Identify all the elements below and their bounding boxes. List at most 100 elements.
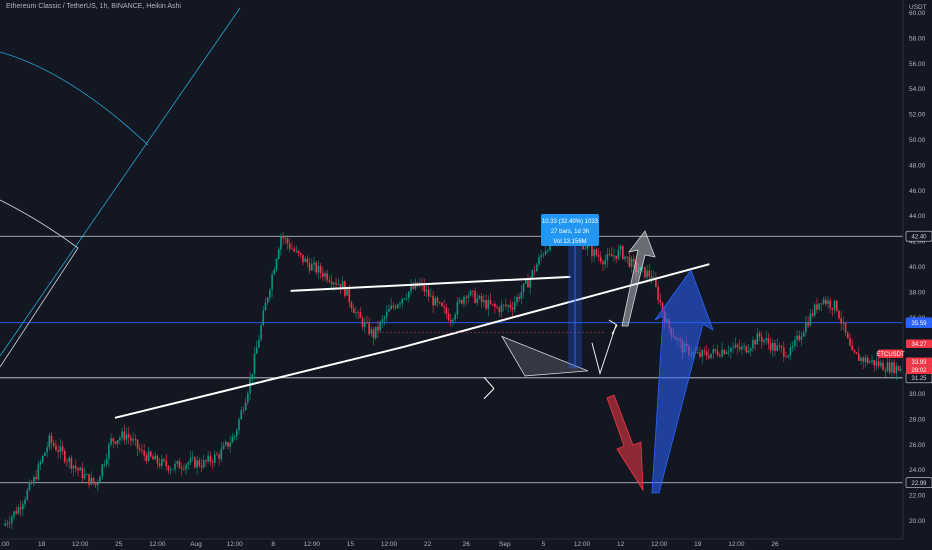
y-tick-label: 40.00 bbox=[909, 264, 926, 271]
candle-body bbox=[361, 318, 364, 327]
trendline-rising[interactable] bbox=[114, 345, 405, 419]
candle-body bbox=[871, 360, 873, 362]
candle-body bbox=[438, 302, 441, 304]
candle-body bbox=[110, 438, 112, 445]
candle-body bbox=[52, 442, 55, 446]
candle-body bbox=[266, 297, 269, 303]
candle-body bbox=[749, 348, 752, 351]
candle-body bbox=[134, 439, 137, 441]
candle-body bbox=[447, 313, 450, 321]
candle-body bbox=[6, 523, 9, 525]
candle-body bbox=[500, 305, 503, 313]
candle-body bbox=[544, 250, 547, 255]
candle-body bbox=[531, 270, 534, 278]
candle-body bbox=[339, 284, 342, 289]
x-tick-label: Sep bbox=[499, 541, 511, 548]
candle-body bbox=[774, 342, 776, 351]
price-badge-label: ETCUSDT bbox=[876, 352, 905, 358]
y-tick-label: 30.00 bbox=[909, 391, 926, 398]
candle-body bbox=[180, 468, 183, 470]
candle-body bbox=[322, 272, 324, 277]
candle-body bbox=[24, 499, 26, 505]
candle-body bbox=[489, 300, 492, 304]
candle-body bbox=[610, 254, 613, 257]
candle-body bbox=[701, 350, 704, 357]
trendline-flat[interactable] bbox=[290, 275, 571, 292]
gann-line[interactable] bbox=[0, 7, 241, 357]
candle-body bbox=[355, 312, 357, 314]
candle-body bbox=[780, 345, 783, 348]
candle-body bbox=[599, 256, 602, 262]
candle-body bbox=[743, 346, 745, 348]
candle-body bbox=[366, 322, 368, 323]
candle-body bbox=[295, 250, 298, 252]
candle-body bbox=[443, 306, 445, 308]
candle-body bbox=[357, 312, 359, 314]
candle-body bbox=[520, 292, 523, 299]
candle-body bbox=[97, 481, 99, 486]
candle-body bbox=[308, 263, 311, 271]
forecast-arrow-down[interactable] bbox=[606, 394, 644, 492]
candle-body bbox=[478, 296, 481, 299]
candle-body bbox=[337, 284, 340, 285]
candle-body bbox=[516, 296, 518, 303]
candle-body bbox=[798, 335, 801, 340]
candle-body bbox=[399, 303, 401, 305]
candle-body bbox=[306, 258, 309, 264]
candle-body bbox=[476, 298, 479, 303]
gann-line-inner[interactable] bbox=[0, 247, 79, 368]
candle-body bbox=[811, 313, 814, 316]
x-tick-label: 19 bbox=[694, 541, 702, 548]
y-tick-label: 20.00 bbox=[909, 518, 926, 525]
candle-body bbox=[240, 410, 243, 420]
candle-body bbox=[187, 462, 190, 465]
candle-body bbox=[377, 326, 379, 331]
fib-arc-outer[interactable] bbox=[0, 51, 149, 146]
candle-body bbox=[194, 457, 196, 468]
candle-body bbox=[410, 286, 412, 292]
candle-body bbox=[26, 490, 29, 500]
candle-body bbox=[405, 297, 408, 299]
candle-body bbox=[103, 464, 106, 466]
candle-body bbox=[346, 289, 348, 296]
candle-body bbox=[745, 346, 748, 353]
candle-body bbox=[498, 307, 501, 313]
candle-body bbox=[229, 442, 231, 447]
candle-body bbox=[765, 338, 767, 340]
candle-body bbox=[59, 446, 62, 453]
price-badge bbox=[906, 365, 932, 374]
candle-body bbox=[48, 435, 51, 448]
candle-body bbox=[884, 370, 887, 372]
fib-arc-inner[interactable] bbox=[0, 199, 79, 249]
candle-body bbox=[849, 338, 851, 346]
triangle-pattern[interactable] bbox=[501, 335, 589, 377]
x-tick-label: 2:00 bbox=[0, 541, 10, 548]
candle-body bbox=[732, 347, 734, 349]
candle-body bbox=[432, 295, 434, 306]
candle-body bbox=[299, 253, 302, 255]
x-tick-label: 12:00 bbox=[149, 541, 166, 548]
candle-body bbox=[291, 248, 293, 250]
candle-body bbox=[456, 302, 459, 315]
forecast-arrow-up[interactable] bbox=[651, 269, 714, 494]
candle-body bbox=[597, 255, 600, 257]
candle-body bbox=[844, 322, 847, 333]
candle-body bbox=[891, 362, 893, 373]
candle-body bbox=[147, 451, 150, 462]
candle-body bbox=[403, 298, 406, 300]
candle-body bbox=[789, 347, 792, 356]
candle-body bbox=[224, 442, 227, 446]
candle-body bbox=[796, 335, 798, 340]
candle-body bbox=[363, 322, 366, 327]
candle-body bbox=[591, 245, 593, 257]
projection-path[interactable] bbox=[591, 324, 617, 375]
measure-label-line3: Vol 13.156M bbox=[553, 239, 586, 245]
forecast-arrow-up[interactable] bbox=[621, 230, 656, 327]
candle-body bbox=[209, 455, 212, 462]
candle-body bbox=[827, 300, 829, 304]
candle-body bbox=[370, 329, 373, 334]
candle-body bbox=[185, 464, 187, 470]
x-tick-label: 18 bbox=[38, 541, 46, 548]
